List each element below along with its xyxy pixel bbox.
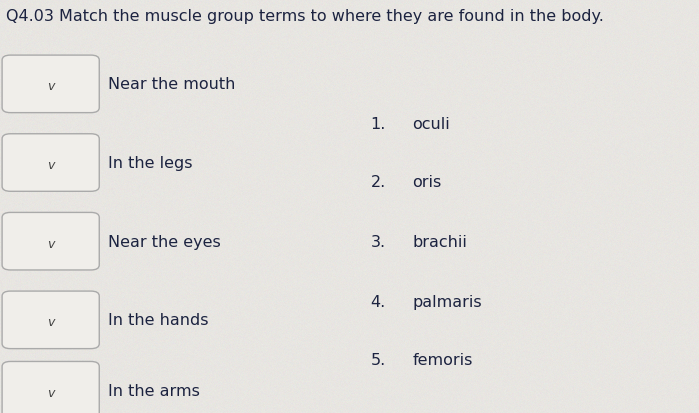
Text: brachii: brachii xyxy=(412,234,468,249)
Text: v: v xyxy=(47,237,55,250)
Text: 1.: 1. xyxy=(370,116,386,131)
Text: 3.: 3. xyxy=(370,234,386,249)
Text: v: v xyxy=(47,159,55,172)
Text: oculi: oculi xyxy=(412,116,450,131)
FancyBboxPatch shape xyxy=(2,56,99,113)
Text: 5.: 5. xyxy=(370,352,386,367)
Text: Near the mouth: Near the mouth xyxy=(108,77,236,92)
FancyBboxPatch shape xyxy=(2,362,99,413)
Text: Near the eyes: Near the eyes xyxy=(108,234,221,249)
Text: Q4.03 Match the muscle group terms to where they are found in the body.: Q4.03 Match the muscle group terms to wh… xyxy=(6,9,603,24)
Text: 4.: 4. xyxy=(370,294,386,309)
Text: 2.: 2. xyxy=(370,174,386,189)
Text: palmaris: palmaris xyxy=(412,294,482,309)
FancyBboxPatch shape xyxy=(2,213,99,271)
Text: oris: oris xyxy=(412,174,442,189)
Text: v: v xyxy=(47,316,55,329)
FancyBboxPatch shape xyxy=(2,135,99,192)
Text: In the arms: In the arms xyxy=(108,383,200,398)
Text: femoris: femoris xyxy=(412,352,473,367)
FancyBboxPatch shape xyxy=(2,292,99,349)
Text: In the hands: In the hands xyxy=(108,313,209,328)
Text: v: v xyxy=(47,386,55,399)
Text: v: v xyxy=(47,80,55,93)
Text: In the legs: In the legs xyxy=(108,156,193,171)
